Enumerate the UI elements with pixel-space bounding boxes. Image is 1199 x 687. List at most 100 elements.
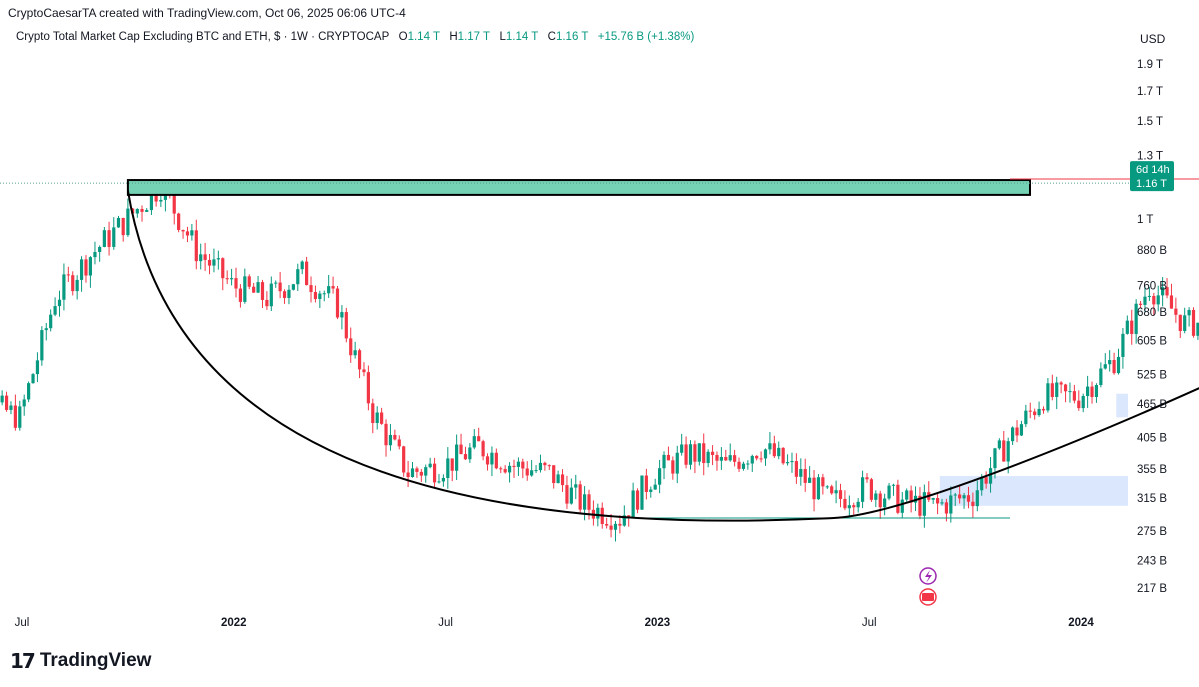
y-tick-label: 1.3 T (1137, 151, 1163, 163)
y-tick-label: 1.7 T (1137, 86, 1163, 98)
candle-body (865, 477, 869, 480)
candle-body (9, 405, 13, 410)
candle-body (843, 498, 847, 509)
candle-body (503, 469, 507, 473)
candle-body (905, 490, 909, 500)
candle-body (1015, 427, 1019, 436)
candle-body (997, 440, 1001, 449)
candle-body (755, 455, 759, 459)
candle-body (693, 444, 697, 462)
candle-body (485, 456, 490, 465)
candle-body (1033, 411, 1037, 416)
candle-body (1187, 309, 1191, 316)
candle-body (62, 274, 66, 300)
candle-body (1011, 427, 1015, 442)
candle-body (397, 439, 401, 447)
candle-body (252, 286, 256, 293)
y-tick-label: 315 B (1137, 493, 1167, 505)
candle-body (362, 369, 366, 373)
y-tick-label: 243 B (1137, 556, 1167, 568)
candle-body (18, 406, 22, 428)
candle-body (199, 254, 203, 262)
candle-body (126, 208, 130, 236)
price-tag-box (1130, 161, 1174, 192)
currency-label[interactable]: USD (1140, 32, 1166, 46)
candle-body (534, 470, 538, 472)
y-tick-label: 1.9 T (1137, 59, 1163, 71)
candle-body (578, 484, 582, 510)
y-tick-label: 680 B (1137, 307, 1167, 319)
candle-body (830, 486, 834, 494)
tradingview-brand: TradingView (39, 650, 152, 671)
candle-body (768, 443, 772, 450)
candle-body (278, 282, 282, 292)
candle-body (296, 269, 300, 285)
candle-body (4, 395, 9, 410)
candle-body (243, 276, 247, 302)
candle-body (305, 261, 309, 286)
candle-body (1130, 320, 1134, 334)
candle-body (658, 468, 662, 485)
candle-body (112, 227, 116, 247)
demand-zone (1116, 393, 1128, 418)
candle-body (869, 479, 874, 500)
candle-body (107, 230, 111, 247)
candle-body (402, 446, 406, 473)
candle-body (988, 468, 993, 484)
candle-body (556, 474, 560, 484)
candle-body (194, 230, 198, 262)
change-value: +15.76 B (+1.38%) (597, 31, 695, 43)
candle-body (605, 524, 609, 526)
flag-icon (922, 593, 934, 601)
candle-body (234, 278, 238, 289)
candle-body (900, 499, 904, 513)
candle-body (455, 444, 459, 471)
candle-body (860, 477, 865, 502)
candle-body (313, 292, 318, 300)
candle-body (371, 403, 375, 424)
candle-body (393, 434, 397, 440)
candle-body (1143, 296, 1147, 305)
candle-body (521, 461, 525, 469)
candle-body (949, 495, 953, 514)
candle-body (666, 454, 671, 461)
candle-body (613, 523, 618, 530)
candle-body (349, 338, 353, 356)
candle-body (1196, 322, 1199, 336)
x-tick-label: Jul (438, 617, 453, 629)
symbol-name[interactable]: Crypto Total Market Cap Excluding BTC an… (16, 31, 390, 43)
y-tick-label: 1.5 T (1137, 116, 1163, 128)
candle-body (552, 465, 556, 484)
y-tick-label: 405 B (1137, 432, 1167, 444)
candle-body (653, 484, 657, 490)
candle-body (547, 465, 551, 467)
candle-body (702, 443, 706, 464)
candle-body (419, 471, 423, 476)
candle-body (1103, 364, 1107, 369)
candle-body (940, 502, 944, 504)
candle-body (31, 374, 35, 384)
candle-body (57, 299, 62, 307)
candle-body (450, 458, 454, 471)
candle-body (322, 293, 326, 295)
y-tick-label: 525 B (1137, 370, 1167, 382)
x-tick-label: 2023 (645, 617, 671, 629)
candle-body (149, 191, 154, 211)
candle-body (852, 505, 856, 508)
y-tick-label: 760 B (1137, 280, 1167, 292)
candle-body (225, 278, 229, 280)
candle-body (1024, 410, 1028, 425)
candle-body (640, 475, 644, 510)
candle-body (463, 454, 468, 460)
candle-body (1099, 368, 1103, 386)
candle-body (88, 257, 92, 276)
price-tag-value: 1.16 T (1136, 178, 1167, 190)
candle-body (662, 454, 666, 469)
candle-body (384, 423, 388, 446)
candle-body (975, 490, 979, 507)
candle-body (697, 443, 701, 462)
candle-body (1108, 359, 1112, 365)
candle-body (1147, 295, 1151, 297)
tradingview-logo[interactable]: 17 TradingView (10, 649, 151, 673)
